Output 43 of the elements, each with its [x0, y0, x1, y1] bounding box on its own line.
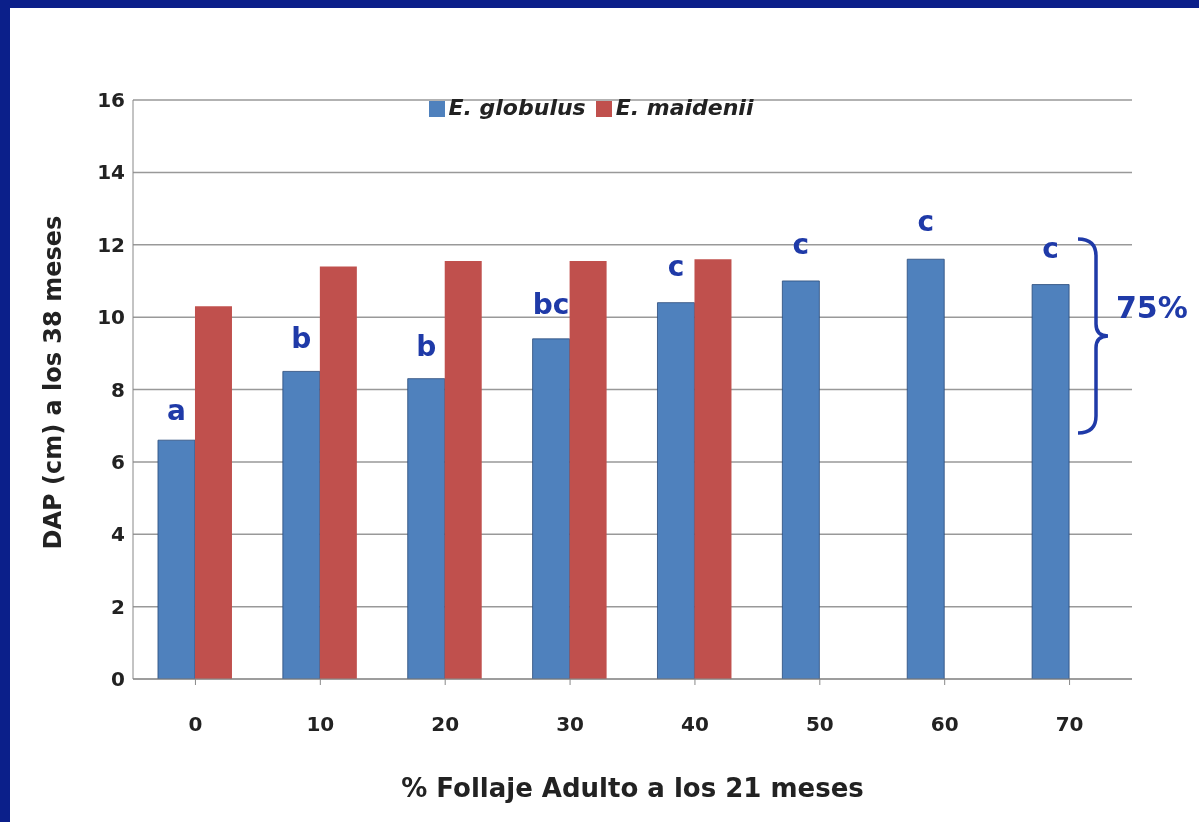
y-tick-label: 16: [97, 88, 125, 113]
y-tick-label: 4: [111, 522, 125, 547]
y-tick-label: 14: [97, 160, 125, 185]
bar: [194, 306, 232, 679]
y-tick-label: 12: [97, 232, 125, 257]
x-tick-label: 0: [188, 712, 203, 737]
bar: [657, 302, 695, 679]
legend-label: E. globulus: [448, 95, 586, 120]
y-tick-label: 0: [111, 667, 125, 692]
bar: [781, 280, 820, 679]
bar: [407, 378, 446, 679]
y-tick-label: 8: [111, 377, 125, 402]
annotation: b: [291, 322, 312, 356]
x-tick-label: 10: [306, 712, 335, 737]
annotation: bc: [532, 288, 570, 322]
x-tick-label: 30: [556, 712, 584, 737]
legend-label: E. maidenii: [615, 95, 754, 120]
bar: [532, 338, 570, 679]
bar: [444, 261, 482, 679]
annotation: c: [1042, 231, 1059, 265]
annotation: c: [667, 250, 685, 284]
annotation: c: [792, 227, 810, 261]
x-axis-title: % Follaje Adulto a los 21 meses: [401, 773, 864, 803]
bar: [1031, 284, 1070, 679]
y-tick-label: 2: [111, 594, 125, 619]
annotation: b: [416, 329, 437, 363]
x-tick-label: 70: [1055, 712, 1084, 737]
y-axis-title: DAP (cm) a los 38 meses: [38, 215, 67, 550]
bar: [694, 259, 732, 679]
x-tick-label: 50: [805, 712, 834, 737]
bar: [319, 266, 357, 679]
x-tick-label: 20: [431, 712, 460, 737]
y-tick-label: 10: [97, 305, 125, 330]
annotation: 75%: [1116, 290, 1188, 325]
annotation: a: [167, 393, 186, 427]
bar: [282, 371, 321, 679]
bar: [569, 261, 607, 679]
bar: [906, 258, 945, 679]
x-tick-label: 40: [681, 712, 709, 737]
x-tick-label: 60: [930, 712, 959, 737]
bar: [157, 439, 196, 679]
y-tick-label: 6: [111, 449, 125, 474]
annotation: c: [917, 205, 935, 239]
